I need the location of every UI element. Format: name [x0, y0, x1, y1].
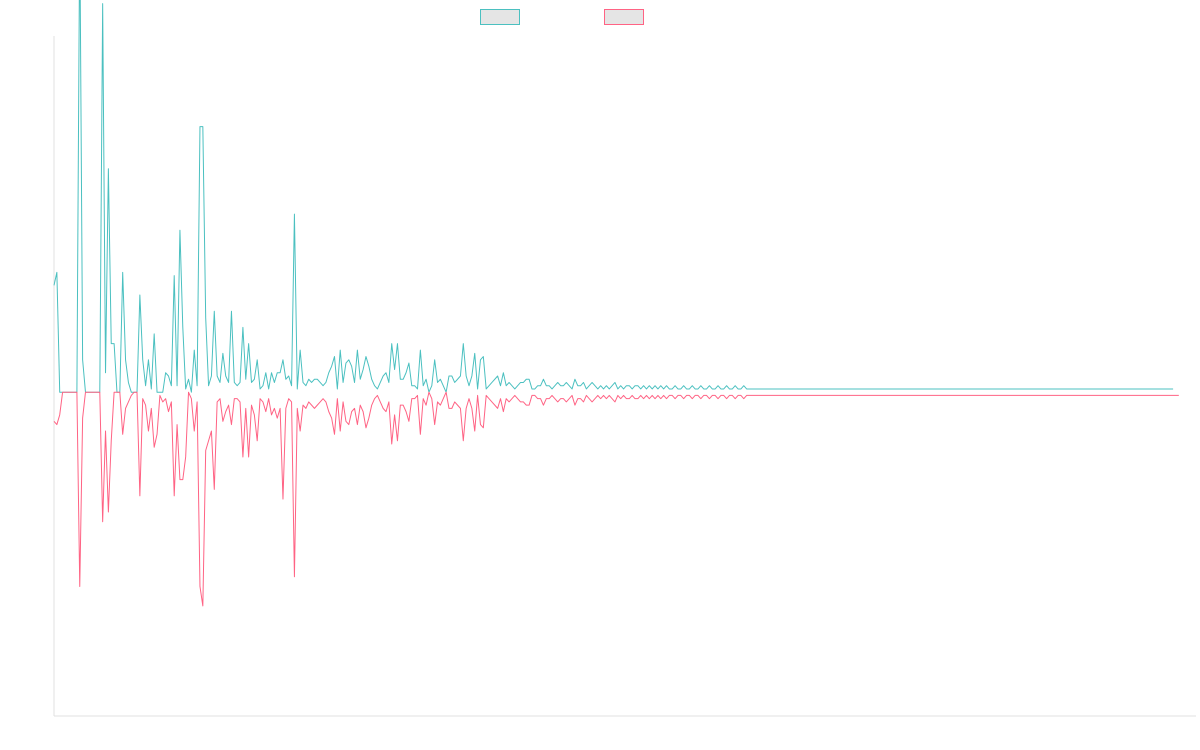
series-line-2 [53, 391, 1179, 607]
legend-swatch-series-1[interactable] [480, 9, 520, 25]
series-line-1 [53, 0, 1174, 393]
legend-swatch-series-2[interactable] [604, 9, 644, 25]
series-layer [53, 0, 1179, 607]
